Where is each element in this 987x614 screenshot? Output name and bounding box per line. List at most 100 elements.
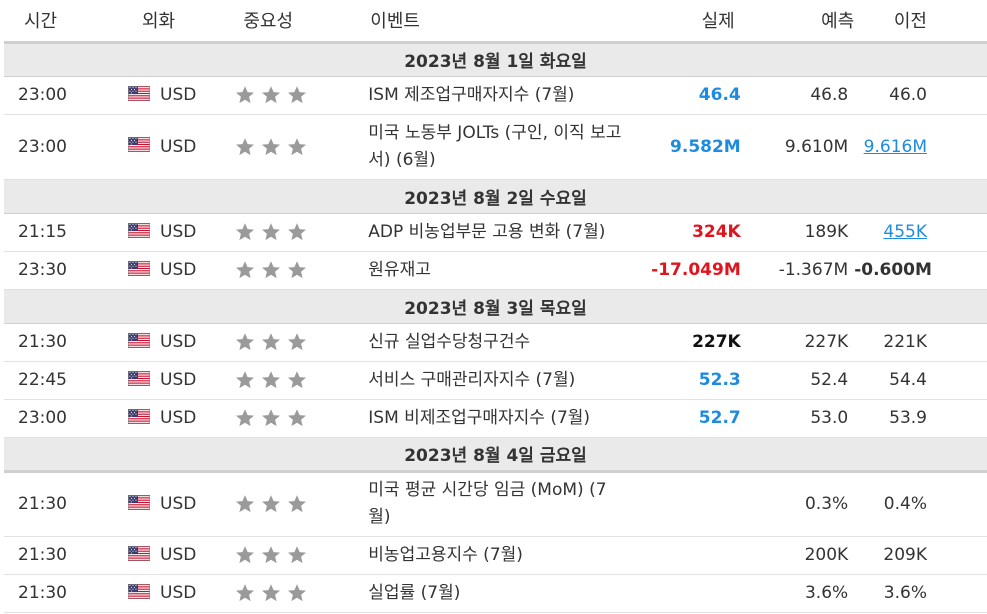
star-icon xyxy=(287,222,307,242)
event-actual: 52.7 xyxy=(632,399,747,438)
event-name[interactable]: 신규 실업수당청구건수 xyxy=(368,331,531,352)
header-event[interactable]: 이벤트 xyxy=(364,0,633,44)
event-actual: -17.049M xyxy=(632,251,747,290)
star-icon xyxy=(261,332,281,352)
event-forecast: 189K xyxy=(746,213,855,252)
event-row[interactable]: 23:30 USD 원유재고 -17.049M -1.367M -0.600M xyxy=(4,251,987,290)
star-icon xyxy=(235,545,255,565)
star-icon xyxy=(235,85,255,105)
importance-stars xyxy=(235,137,307,157)
event-previous-cell: 3.6% xyxy=(854,574,987,613)
event-previous-cell: 54.4 xyxy=(854,361,987,400)
event-row[interactable]: 21:15 USD ADP 비농업부문 고용 변화 (7월) 324K 189K 455K xyxy=(4,213,987,252)
star-icon xyxy=(287,408,307,428)
event-name[interactable]: 비농업고용지수 (7월) xyxy=(368,544,523,565)
event-previous: 0.4% xyxy=(883,494,927,514)
us-flag-icon xyxy=(128,494,150,510)
event-previous: 46.0 xyxy=(889,85,927,105)
event-previous-cell: 455K xyxy=(854,213,987,252)
event-previous-cell: -0.600M xyxy=(854,251,987,290)
event-row[interactable]: 21:30 USD 신규 실업수당청구건수 227K 227K 221K xyxy=(4,323,987,362)
event-name-cell[interactable]: 미국 노동부 JOLTs (구인, 이직 보고서) (6월) xyxy=(364,114,633,180)
header-previous[interactable]: 이전 xyxy=(854,0,987,44)
star-icon xyxy=(235,583,255,603)
event-name-cell[interactable]: 미국 평균 시간당 임금 (MoM) (7월) xyxy=(364,471,633,537)
event-forecast: 3.6% xyxy=(746,574,855,613)
star-icon xyxy=(287,545,307,565)
star-icon xyxy=(261,222,281,242)
event-name[interactable]: ADP 비농업부문 고용 변화 (7월) xyxy=(368,221,606,242)
us-flag-icon xyxy=(128,85,150,101)
event-currency: USD xyxy=(122,399,228,438)
star-icon xyxy=(287,260,307,280)
event-row[interactable]: 23:00 USD ISM 비제조업구매자지수 (7월) 52.7 53.0 53.9 xyxy=(4,399,987,438)
event-currency: USD xyxy=(122,471,228,537)
event-name-cell[interactable]: 원유재고 xyxy=(364,251,633,290)
us-flag-icon xyxy=(128,583,150,599)
event-name-cell[interactable]: ADP 비농업부문 고용 변화 (7월) xyxy=(364,213,633,252)
us-flag-icon xyxy=(128,332,150,348)
event-name-cell[interactable]: ISM 비제조업구매자지수 (7월) xyxy=(364,399,633,438)
event-row[interactable]: 23:00 USD ISM 제조업구매자지수 (7월) 46.4 46.8 46.0 xyxy=(4,76,987,115)
event-name[interactable]: 원유재고 xyxy=(368,259,431,280)
importance-stars xyxy=(235,545,307,565)
star-icon xyxy=(287,583,307,603)
event-actual: 227K xyxy=(632,323,747,362)
event-importance xyxy=(227,471,365,537)
event-name-cell[interactable]: 실업률 (7월) xyxy=(364,574,633,613)
star-icon xyxy=(261,85,281,105)
event-forecast: 0.3% xyxy=(746,471,855,537)
header-currency[interactable]: 외화 xyxy=(122,0,228,44)
header-time[interactable]: 시간 xyxy=(4,0,122,44)
event-row[interactable]: 23:00 USD 미국 노동부 JOLTs (구인, 이직 보고서) (6월) 9.… xyxy=(4,114,987,180)
event-forecast: 227K xyxy=(746,323,855,362)
event-importance xyxy=(227,76,365,115)
event-currency: USD xyxy=(122,251,228,290)
event-row[interactable]: 21:30 USD 미국 평균 시간당 임금 (MoM) (7월) 0.3% 0.4% xyxy=(4,471,987,537)
event-importance xyxy=(227,323,365,362)
star-icon xyxy=(287,332,307,352)
event-previous-revised-link[interactable]: 455K xyxy=(883,222,927,242)
star-icon xyxy=(235,370,255,390)
event-name-cell[interactable]: 신규 실업수당청구건수 xyxy=(364,323,633,362)
star-icon xyxy=(261,137,281,157)
event-currency: USD xyxy=(122,574,228,613)
day-label: 2023년 8월 2일 수요일 xyxy=(4,178,987,214)
event-previous-cell: 209K xyxy=(854,536,987,575)
event-name[interactable]: 미국 노동부 JOLTs (구인, 이직 보고서) (6월) xyxy=(368,122,622,170)
currency-code: USD xyxy=(160,222,197,242)
event-previous: -0.600M xyxy=(854,260,932,280)
star-icon xyxy=(287,85,307,105)
star-icon xyxy=(235,332,255,352)
event-forecast: -1.367M xyxy=(746,251,855,290)
event-previous: 53.9 xyxy=(889,408,927,428)
header-actual[interactable]: 실제 xyxy=(632,0,747,44)
event-row[interactable]: 22:45 USD 서비스 구매관리자지수 (7월) 52.3 52.4 54.4 xyxy=(4,361,987,400)
star-icon xyxy=(261,545,281,565)
event-name-cell[interactable]: 서비스 구매관리자지수 (7월) xyxy=(364,361,633,400)
event-name[interactable]: 실업률 (7월) xyxy=(368,582,461,603)
event-previous-cell: 0.4% xyxy=(854,471,987,537)
importance-stars xyxy=(235,408,307,428)
event-name[interactable]: 서비스 구매관리자지수 (7월) xyxy=(368,369,576,390)
event-name-cell[interactable]: 비농업고용지수 (7월) xyxy=(364,536,633,575)
event-name[interactable]: 미국 평균 시간당 임금 (MoM) (7월) xyxy=(368,480,607,527)
currency-code: USD xyxy=(160,136,197,157)
event-previous-cell: 53.9 xyxy=(854,399,987,438)
event-currency: USD xyxy=(122,361,228,400)
event-row[interactable]: 21:30 USD 비농업고용지수 (7월) 200K 209K xyxy=(4,536,987,575)
event-importance xyxy=(227,399,365,438)
event-previous: 221K xyxy=(883,332,927,352)
event-name-cell[interactable]: ISM 제조업구매자지수 (7월) xyxy=(364,76,633,115)
us-flag-icon xyxy=(128,137,150,152)
event-previous-revised-link[interactable]: 9.616M xyxy=(863,136,927,157)
header-importance[interactable]: 중요성 xyxy=(227,0,365,44)
event-previous-cell: 9.616M xyxy=(854,114,987,180)
event-time: 21:30 xyxy=(4,323,122,362)
event-name[interactable]: ISM 비제조업구매자지수 (7월) xyxy=(368,407,591,428)
header-forecast[interactable]: 예측 xyxy=(746,0,855,44)
event-row[interactable]: 21:30 USD 실업률 (7월) 3.6% 3.6% xyxy=(4,574,987,613)
event-time: 21:15 xyxy=(4,213,122,252)
event-name[interactable]: ISM 제조업구매자지수 (7월) xyxy=(368,84,575,105)
currency-code: USD xyxy=(160,494,197,514)
